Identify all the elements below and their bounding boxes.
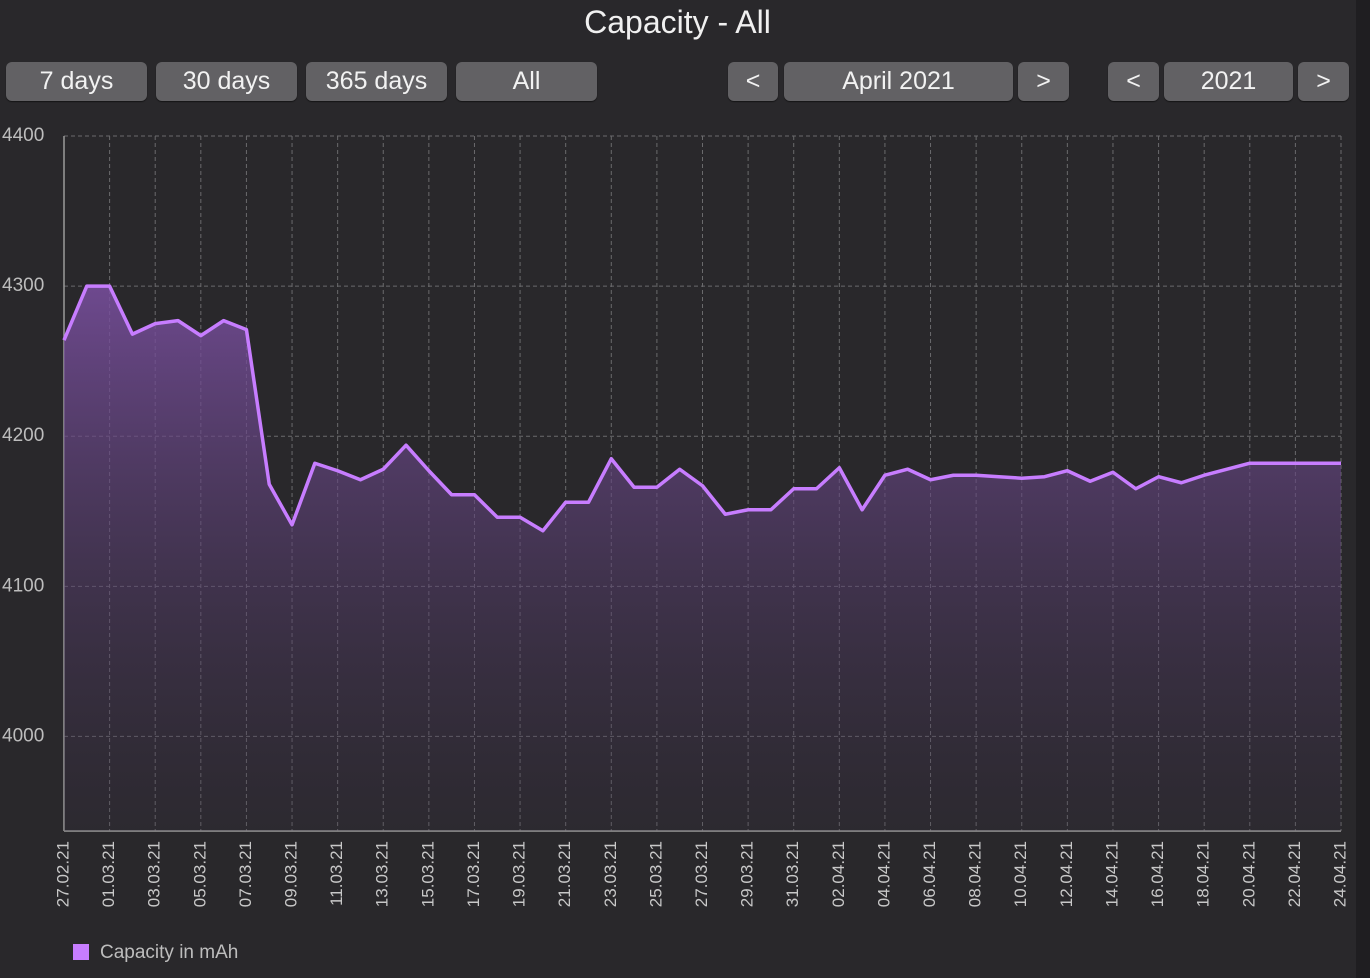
x-tick-label: 25.03.21	[646, 841, 665, 907]
x-tick-label: 10.04.21	[1011, 841, 1030, 907]
year-label[interactable]: 2021	[1164, 62, 1293, 101]
x-tick-label: 08.04.21	[966, 841, 985, 907]
x-tick-label: 22.04.21	[1285, 841, 1304, 907]
legend-label: Capacity in mAh	[100, 942, 238, 963]
x-tick-label: 06.04.21	[920, 841, 939, 907]
y-tick-label: 4200	[2, 425, 44, 446]
range-button[interactable]: All	[456, 62, 597, 101]
y-tick-label: 4100	[2, 575, 44, 596]
x-tick-label: 19.03.21	[510, 841, 529, 907]
x-tick-label: 20.04.21	[1239, 841, 1258, 907]
area-fill	[64, 286, 1341, 831]
x-tick-label: 13.03.21	[373, 841, 392, 907]
range-button[interactable]: 365 days	[306, 62, 447, 101]
x-tick-label: 11.03.21	[327, 841, 346, 906]
x-tick-label: 29.03.21	[738, 841, 757, 907]
x-tick-label: 16.04.21	[1148, 841, 1167, 907]
range-button[interactable]: 7 days	[6, 62, 147, 101]
prev-year[interactable]: <	[1108, 62, 1159, 101]
x-tick-label: 27.03.21	[692, 841, 711, 907]
x-tick-label: 17.03.21	[464, 841, 483, 907]
x-tick-label: 09.03.21	[282, 841, 301, 907]
x-tick-label: 12.04.21	[1057, 841, 1076, 907]
x-tick-label: 23.03.21	[601, 841, 620, 907]
x-tick-label: 31.03.21	[783, 841, 802, 907]
side-strip	[1356, 0, 1370, 978]
x-tick-label: 03.03.21	[145, 841, 164, 907]
x-tick-label: 05.03.21	[190, 841, 209, 907]
month-label[interactable]: April 2021	[784, 62, 1013, 101]
x-tick-label: 21.03.21	[555, 841, 574, 907]
x-tick-label: 07.03.21	[236, 841, 255, 907]
x-tick-label: 14.04.21	[1102, 841, 1121, 907]
x-tick-label: 15.03.21	[418, 841, 437, 907]
x-tick-label: 18.04.21	[1194, 841, 1213, 907]
x-tick-label: 04.04.21	[874, 841, 893, 907]
x-tick-label: 27.02.21	[53, 841, 72, 907]
y-tick-label: 4300	[2, 275, 44, 296]
next-month[interactable]: >	[1018, 62, 1069, 101]
x-tick-label: 24.04.21	[1330, 841, 1349, 907]
y-tick-label: 4400	[2, 125, 44, 146]
x-tick-label: 02.04.21	[829, 841, 848, 907]
range-button[interactable]: 30 days	[156, 62, 297, 101]
prev-month[interactable]: <	[728, 62, 778, 101]
x-tick-label: 01.03.21	[99, 841, 118, 907]
next-year[interactable]: >	[1298, 62, 1349, 101]
line	[62, 284, 1341, 533]
y-tick-label: 4000	[2, 725, 44, 746]
legend-swatch	[73, 944, 89, 960]
title: Capacity - All	[584, 4, 771, 40]
